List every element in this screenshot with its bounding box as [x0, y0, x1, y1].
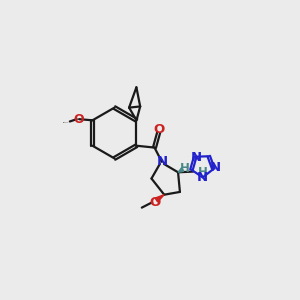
Text: H: H [198, 166, 208, 179]
Polygon shape [178, 168, 184, 172]
Text: H: H [180, 162, 190, 175]
Text: methoxy: methoxy [63, 122, 70, 123]
Text: O: O [74, 113, 84, 126]
Text: N: N [191, 152, 202, 164]
Text: O: O [149, 196, 160, 209]
Text: N: N [197, 171, 208, 184]
Text: N: N [156, 155, 167, 168]
Polygon shape [155, 195, 164, 202]
Text: N: N [210, 161, 221, 174]
Text: O: O [153, 123, 164, 136]
